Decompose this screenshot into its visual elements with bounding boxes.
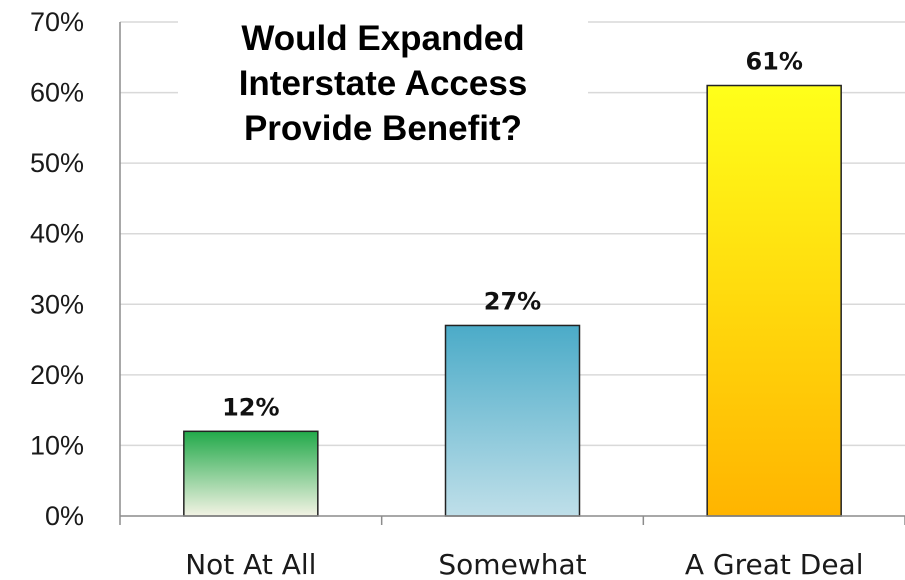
x-category-label: A Great Deal [685,548,864,580]
chart-title-line-3: Provide Benefit? [243,109,523,148]
data-label: 12% [222,393,279,421]
bars [183,84,842,517]
y-tick-label: 30% [30,289,84,319]
y-tick-label: 20% [30,360,84,390]
chart-title: Would Expanded Interstate Access Provide… [178,14,588,157]
bar-a-great-deal [706,84,842,517]
axes [119,22,905,525]
y-tick-label: 10% [30,430,84,460]
y-tick-label: 60% [30,78,84,108]
bar-not-at-all [183,430,319,517]
y-tick-label: 50% [30,148,84,178]
labels: 0% 10% 20% 30% 40% 50% 60% 70% 12% Not At All 27% S… [30,7,864,580]
y-tick-label: 40% [30,219,84,249]
data-label: 61% [745,48,802,76]
x-category-label: Not At All [185,548,316,580]
bar-somewhat [444,324,581,517]
y-tick-label: 70% [30,7,84,37]
data-label: 27% [484,287,541,315]
chart-title-line-1: Would Expanded [241,19,525,58]
chart-title-line-2: Interstate Access [238,64,528,103]
y-tick-label: 0% [45,501,84,531]
x-category-label: Somewhat [438,548,586,580]
